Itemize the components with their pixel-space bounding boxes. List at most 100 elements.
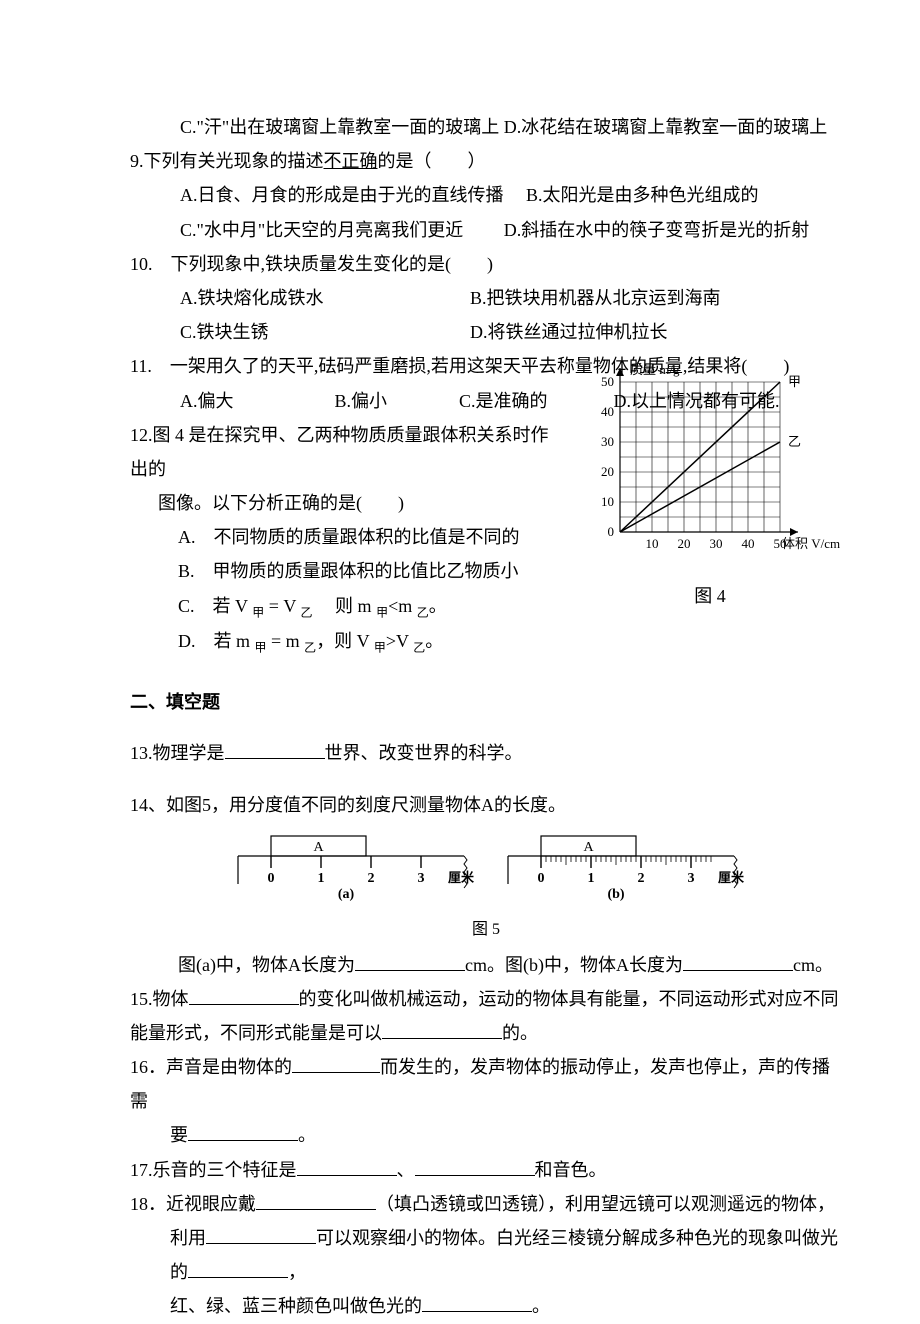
q12c-end: 。 <box>429 596 447 616</box>
q10-opt-c: C.铁块生锈 <box>180 315 470 349</box>
q8-opt-c: C."汗"出在玻璃窗上靠教室一面的玻璃上 <box>180 117 499 137</box>
q18-blank2[interactable] <box>206 1243 316 1244</box>
q16-l2-post: 。 <box>298 1125 316 1145</box>
q12c-m2: 则 m <box>313 596 377 616</box>
svg-text:50: 50 <box>601 374 614 389</box>
q14-a-pre: 图(a)中，物体A长度为 <box>178 955 355 975</box>
q9-opt-b: B.太阳光是由多种色光组成的 <box>526 185 759 205</box>
figure-4: 010203040501020304050甲乙质量 m/g体积 V/cm³ 图 … <box>580 362 840 613</box>
q10-opt-d: D.将铁丝通过拉伸机拉长 <box>470 315 668 349</box>
q9-stem-pre: 9.下列有关光现象的描述 <box>130 151 324 171</box>
q13-pre: 13.物理学是 <box>130 743 225 763</box>
q13-blank[interactable] <box>225 758 325 759</box>
q11-opt-b: B.偏小 <box>335 384 455 418</box>
q12d-end: 。 <box>425 631 443 651</box>
q18-l2-mid: 可以观察细小的物体。白光经三棱镜分解成多种色光的现象叫做光的 <box>170 1228 838 1282</box>
q17-pre: 17.乐音的三个特征是 <box>130 1160 297 1180</box>
svg-text:0: 0 <box>268 871 275 886</box>
q12d-jia1: 甲 <box>255 641 267 655</box>
svg-text:体积 V/cm³: 体积 V/cm³ <box>782 536 840 551</box>
q12c-yi1: 乙 <box>301 605 313 619</box>
q18-mid: （填凸透镜或凹透镜），利用望远镜可以观测遥远的物体， <box>376 1194 835 1214</box>
q16-l2-pre: 要 <box>170 1125 188 1145</box>
q14-blank-b[interactable] <box>683 970 793 971</box>
q15-blank1[interactable] <box>189 1004 299 1005</box>
svg-text:A: A <box>583 840 594 855</box>
q12-stem1: 12.图 4 是在探究甲、乙两种物质质量跟体积关系时作出的 <box>130 418 560 486</box>
svg-text:质量 m/g: 质量 m/g <box>630 362 680 377</box>
q9-stem-post: 的是（ ） <box>378 151 486 171</box>
svg-text:30: 30 <box>710 536 723 551</box>
q17-mid: 、 <box>397 1160 415 1180</box>
q15-mid: 的变化叫做机械运动，运动的物体具有能量，不同运动形式对应不同 <box>299 989 839 1009</box>
fig4-caption: 图 4 <box>580 579 840 613</box>
q14-blank-a[interactable] <box>355 970 465 971</box>
q18-blank1[interactable] <box>256 1209 376 1210</box>
q10-stem: 10. 下列现象中,铁块质量发生变化的是( ) <box>130 247 842 281</box>
q14-a-post: cm。 <box>793 955 833 975</box>
q15-blank2[interactable] <box>382 1038 502 1039</box>
q18-l3-post: 。 <box>532 1296 550 1316</box>
svg-text:(a): (a) <box>338 887 355 902</box>
svg-text:3: 3 <box>688 871 695 886</box>
svg-text:40: 40 <box>742 536 755 551</box>
q8-opt-d: D.冰花结在玻璃窗上靠教室一面的玻璃上 <box>504 117 828 137</box>
q12d-pre: D. 若 m <box>178 631 255 651</box>
q16-blank1[interactable] <box>292 1072 380 1073</box>
svg-text:2: 2 <box>368 871 375 886</box>
q12d-yi2: 乙 <box>413 641 425 655</box>
svg-text:20: 20 <box>678 536 691 551</box>
q18-l2-pre: 利用 <box>170 1228 206 1248</box>
svg-text:10: 10 <box>601 494 614 509</box>
svg-text:乙: 乙 <box>788 434 801 449</box>
q17-post: 和音色。 <box>535 1160 607 1180</box>
q12-stem2: 图像。以下分析正确的是( ) <box>130 486 560 520</box>
q12c-m3: <m <box>388 596 417 616</box>
svg-text:30: 30 <box>601 434 614 449</box>
svg-text:1: 1 <box>588 871 595 886</box>
q17-blank2[interactable] <box>415 1175 535 1176</box>
svg-text:10: 10 <box>646 536 659 551</box>
q13-post: 世界、改变世界的科学。 <box>325 743 523 763</box>
svg-text:0: 0 <box>608 524 615 539</box>
svg-text:甲: 甲 <box>788 374 801 389</box>
svg-text:1: 1 <box>318 871 325 886</box>
q12d-m3: >V <box>386 631 413 651</box>
q18-l3-pre: 红、绿、蓝三种颜色叫做色光的 <box>170 1296 422 1316</box>
q12d-m1: = m <box>267 631 305 651</box>
figure-5: A0123厘米(a)A0123厘米(b) 图 5 <box>130 830 842 946</box>
q18-blank4[interactable] <box>422 1311 532 1312</box>
q17-blank1[interactable] <box>297 1175 397 1176</box>
q11-opt-a: A.偏大 <box>180 384 330 418</box>
q12d-yi1: 乙 <box>304 641 316 655</box>
svg-text:3: 3 <box>418 871 425 886</box>
q12-opt-b: B. 甲物质的质量跟体积的比值比乙物质小 <box>130 554 560 588</box>
q12d-jia2: 甲 <box>374 641 386 655</box>
svg-text:A: A <box>313 840 324 855</box>
q16-pre: 16．声音是由物体的 <box>130 1057 292 1077</box>
q12c-yi2: 乙 <box>417 605 429 619</box>
q16-blank2[interactable] <box>188 1140 298 1141</box>
fig5-caption: 图 5 <box>130 915 842 945</box>
q15-l2-post: 的。 <box>502 1023 538 1043</box>
q12c-jia1: 甲 <box>252 605 264 619</box>
q9-opt-a: A.日食、月食的形成是由于光的直线传播 <box>180 185 504 205</box>
q14-a-mid: cm。图(b)中，物体A长度为 <box>465 955 683 975</box>
q15-l2-pre: 能量形式，不同形式能量是可以 <box>130 1023 382 1043</box>
svg-text:2: 2 <box>638 871 645 886</box>
q12d-m2: ，则 V <box>316 631 374 651</box>
q9-opt-d: D.斜插在水中的筷子变弯折是光的折射 <box>504 220 810 240</box>
q18-l2-post: ， <box>288 1262 306 1282</box>
svg-text:厘米: 厘米 <box>448 870 475 885</box>
q10-opt-a: A.铁块熔化成铁水 <box>180 281 470 315</box>
q12c-pre: C. 若 V <box>178 596 252 616</box>
svg-text:0: 0 <box>538 871 545 886</box>
svg-text:(b): (b) <box>607 887 624 902</box>
q18-blank3[interactable] <box>188 1277 288 1278</box>
section-2-title: 二、填空题 <box>130 685 842 719</box>
q12-opt-a: A. 不同物质的质量跟体积的比值是不同的 <box>130 520 560 554</box>
q9-stem-underline: 不正确 <box>324 151 378 171</box>
q18-pre: 18．近视眼应戴 <box>130 1194 256 1214</box>
q14-stem: 14、如图5，用分度值不同的刻度尺测量物体A的长度。 <box>130 788 842 822</box>
q9-opt-c: C."水中月"比天空的月亮离我们更近 <box>180 220 463 240</box>
